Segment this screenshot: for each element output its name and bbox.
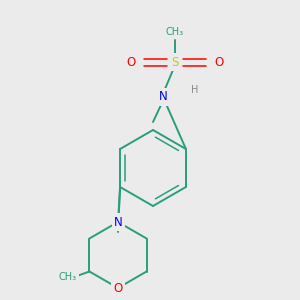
Text: S: S (171, 56, 179, 68)
Text: H: H (191, 85, 199, 95)
Text: O: O (126, 56, 136, 68)
Text: N: N (114, 215, 122, 229)
Text: O: O (113, 281, 123, 295)
Text: O: O (214, 56, 224, 68)
Text: CH₃: CH₃ (58, 272, 76, 281)
Text: N: N (159, 91, 167, 103)
Text: CH₃: CH₃ (166, 27, 184, 37)
